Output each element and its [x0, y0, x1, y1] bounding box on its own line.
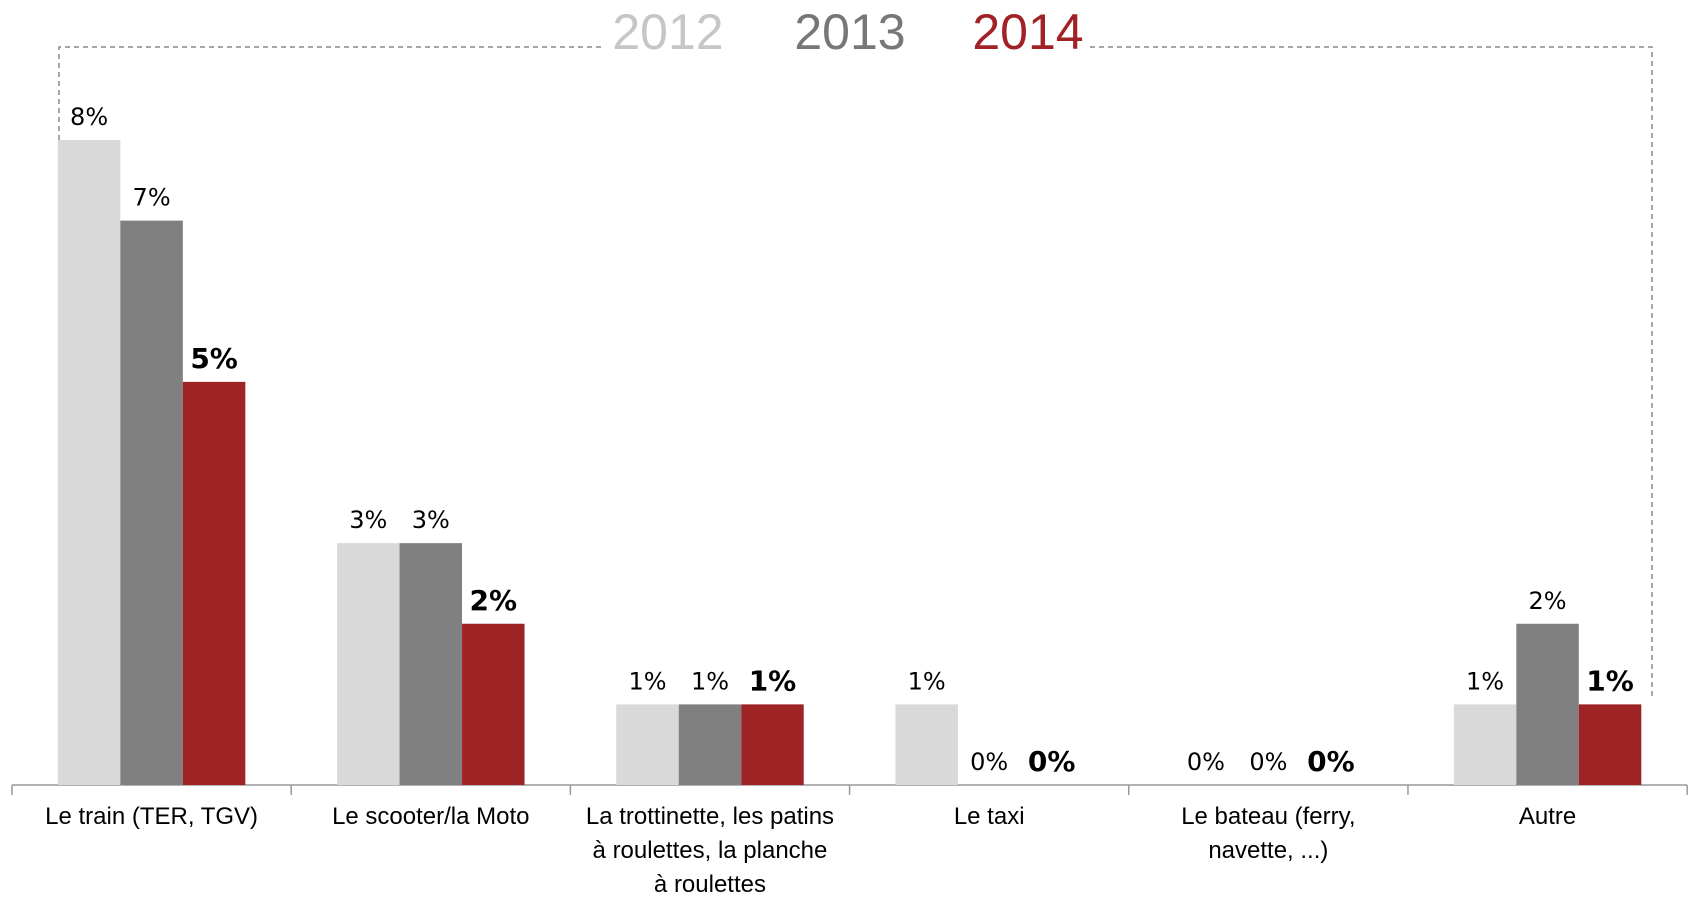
data-label: 0%	[1249, 748, 1287, 776]
bar	[741, 704, 804, 785]
data-label: 2%	[1529, 587, 1567, 615]
data-label: 0%	[1307, 745, 1355, 778]
bar	[895, 704, 958, 785]
bar	[399, 543, 463, 785]
data-label: 7%	[133, 184, 171, 212]
data-label: 0%	[970, 748, 1008, 776]
bar	[678, 704, 742, 785]
x-tick-label: La trottinette, les patins à roulettes, …	[585, 803, 835, 897]
x-tick-label: Autre	[1518, 803, 1577, 830]
legend-entry: 2014	[972, 4, 1083, 60]
data-label: 2%	[470, 584, 518, 617]
data-label: 3%	[412, 506, 450, 534]
data-label: 1%	[691, 667, 729, 695]
data-label: 1%	[908, 667, 946, 695]
bar	[1453, 704, 1517, 785]
x-tick-label: Le bateau (ferry, navette, ...)	[1181, 803, 1356, 864]
bar	[120, 220, 183, 785]
bar	[1578, 704, 1642, 785]
data-label: 1%	[1466, 667, 1504, 695]
data-label: 0%	[1028, 745, 1076, 778]
frame-right	[1090, 46, 1653, 700]
frame-left	[58, 46, 605, 140]
x-tick-label: Le taxi	[953, 803, 1025, 830]
x-tick-label: Le train (TER, TGV)	[45, 803, 259, 830]
data-label: 1%	[628, 667, 666, 695]
legend-entry: 2013	[794, 4, 905, 60]
bar	[337, 543, 400, 785]
data-label: 5%	[190, 342, 238, 375]
bar	[182, 381, 246, 785]
legend-frame	[58, 46, 1653, 700]
data-label: 8%	[70, 103, 108, 131]
bar	[57, 140, 121, 785]
data-label: 1%	[1586, 664, 1634, 697]
bar	[462, 623, 525, 785]
data-label: 0%	[1187, 748, 1225, 776]
bar	[1516, 623, 1579, 785]
data-label: 3%	[349, 506, 387, 534]
bar	[616, 704, 679, 785]
legend-entry: 2012	[612, 4, 723, 60]
data-label: 1%	[749, 664, 797, 697]
x-tick-label: Le scooter/la Moto	[332, 803, 530, 830]
